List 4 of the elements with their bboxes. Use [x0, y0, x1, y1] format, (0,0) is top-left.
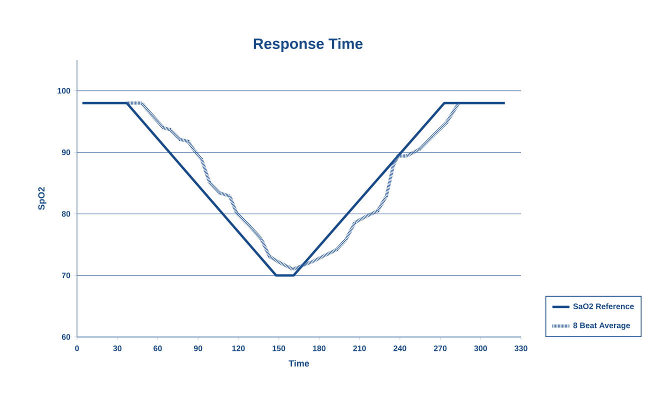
- y-axis-title: SpO2: [38, 187, 46, 210]
- chart-title: Response Time: [254, 38, 363, 52]
- x-axis-title: Time: [288, 360, 310, 367]
- line-series: [125, 100, 461, 271]
